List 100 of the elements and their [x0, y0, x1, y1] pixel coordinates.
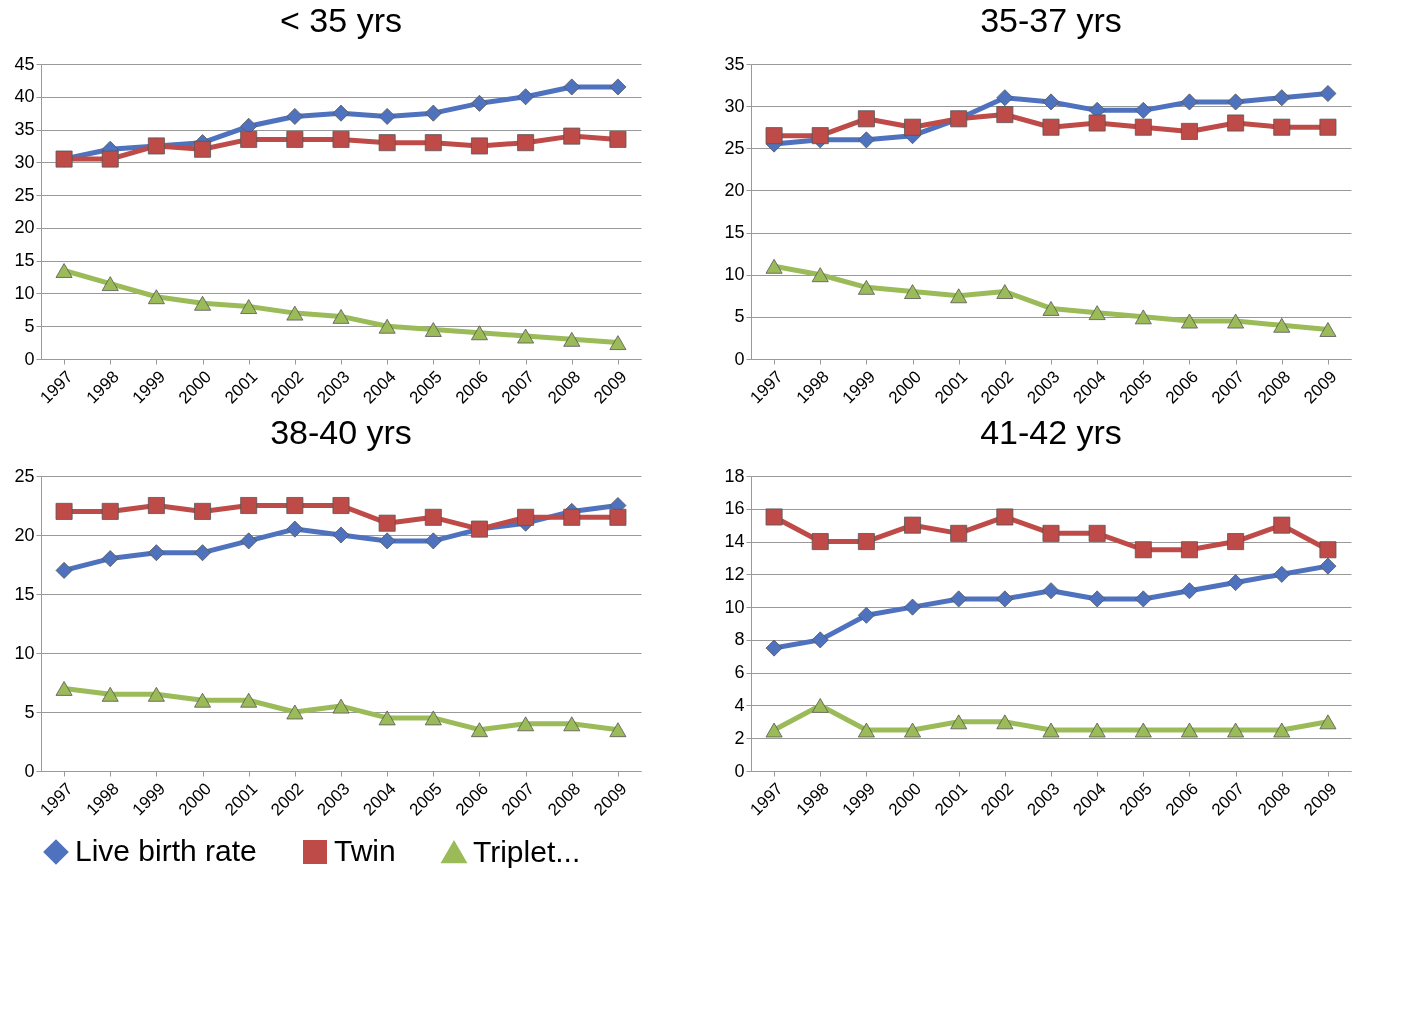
legend-label: Twin — [334, 834, 396, 867]
point — [424, 134, 442, 152]
y-tick-label: 10 — [724, 596, 745, 617]
point — [332, 104, 350, 122]
y-tick-label: 5 — [734, 306, 745, 327]
point — [101, 276, 119, 291]
point — [1319, 714, 1337, 730]
point — [101, 150, 119, 168]
y-tick-label: 15 — [724, 222, 745, 243]
point — [332, 698, 350, 714]
point — [332, 526, 350, 544]
point — [1227, 114, 1245, 132]
point — [857, 533, 875, 551]
point — [811, 533, 829, 551]
point — [55, 502, 73, 520]
point — [904, 284, 921, 299]
point — [609, 335, 627, 350]
point — [1319, 322, 1337, 337]
point — [1134, 101, 1152, 119]
point — [378, 710, 396, 726]
point — [1042, 524, 1060, 542]
point — [471, 722, 488, 738]
y-tick-label: 0 — [24, 760, 35, 781]
y-tick-label: 2 — [734, 727, 745, 748]
point — [1181, 541, 1198, 559]
chart-title: < 35 yrs — [280, 1, 402, 39]
point — [1273, 516, 1291, 534]
y-tick-label: 30 — [724, 95, 745, 116]
y-tick-label: 25 — [14, 465, 35, 486]
point — [1042, 301, 1060, 316]
point — [332, 309, 350, 324]
point — [378, 532, 396, 550]
point — [286, 520, 304, 538]
point — [904, 598, 921, 616]
point — [378, 514, 396, 532]
point — [194, 544, 211, 562]
point — [811, 631, 829, 649]
y-tick-label: 4 — [734, 694, 745, 715]
point — [471, 94, 488, 112]
point — [1042, 118, 1060, 136]
point — [240, 130, 258, 148]
chart-title: 35-37 yrs — [980, 1, 1122, 39]
y-tick-label: 5 — [24, 701, 35, 722]
point — [101, 686, 119, 702]
point — [857, 110, 875, 128]
chart-title: 41-42 yrs — [980, 413, 1122, 451]
point — [950, 524, 968, 542]
point — [857, 131, 875, 149]
point — [286, 107, 304, 125]
point — [378, 134, 396, 152]
point — [857, 279, 875, 295]
y-tick-label: 18 — [724, 465, 745, 486]
point — [517, 716, 535, 732]
point — [996, 89, 1014, 107]
point — [1181, 122, 1198, 140]
y-tick-label: 0 — [734, 760, 745, 781]
point — [424, 104, 442, 122]
y-tick-label: 16 — [724, 498, 745, 519]
y-tick-label: 40 — [14, 86, 35, 107]
point — [1134, 590, 1152, 608]
point — [101, 550, 119, 568]
point — [765, 258, 783, 274]
y-tick-label: 20 — [724, 179, 745, 200]
point — [563, 508, 581, 526]
point — [996, 106, 1014, 124]
point — [194, 502, 211, 520]
point — [517, 134, 535, 152]
point — [1227, 574, 1245, 591]
point — [147, 686, 165, 702]
point — [517, 508, 535, 526]
y-tick-label: 12 — [724, 563, 745, 584]
point — [1134, 309, 1152, 325]
point — [424, 322, 442, 337]
point — [857, 606, 875, 624]
point — [471, 325, 488, 341]
point — [950, 590, 968, 608]
y-tick-label: 25 — [14, 184, 35, 205]
point — [517, 328, 535, 344]
point — [1227, 722, 1245, 738]
point — [1273, 565, 1291, 583]
point — [240, 497, 258, 514]
y-tick-label: 15 — [14, 250, 35, 271]
point — [147, 289, 165, 305]
point — [1227, 313, 1245, 329]
point — [240, 532, 258, 550]
point — [517, 88, 535, 106]
point — [996, 590, 1014, 608]
point — [609, 130, 627, 148]
point — [240, 692, 258, 708]
point — [240, 299, 258, 314]
point — [1319, 118, 1337, 136]
point — [609, 78, 627, 96]
point — [424, 710, 442, 726]
point — [609, 508, 627, 526]
y-tick-label: 15 — [14, 583, 35, 604]
y-tick-label: 8 — [734, 629, 745, 650]
point — [1227, 93, 1245, 111]
point — [609, 722, 627, 738]
point — [996, 508, 1014, 526]
point — [1319, 541, 1337, 559]
